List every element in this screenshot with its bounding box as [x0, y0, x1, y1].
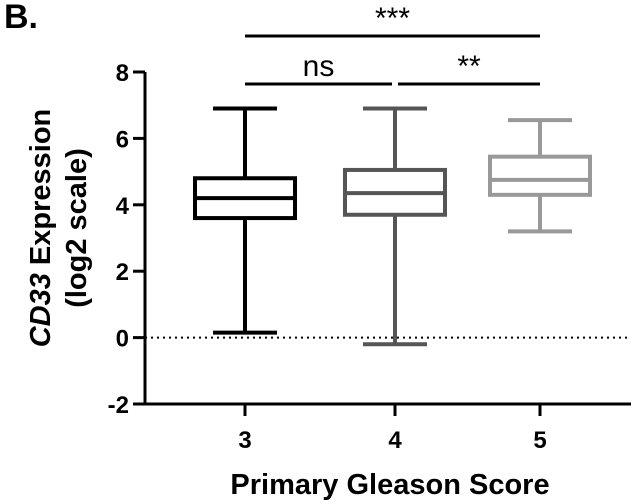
x-tick-label: 5 [533, 427, 546, 454]
panel-label: B. [4, 0, 38, 36]
y-axis-title: CD33 Expression (log2 scale) [25, 109, 93, 348]
box-group [343, 106, 447, 347]
y-axis-title-line2: (log2 scale) [61, 148, 93, 308]
y-axis-title-gene: CD33 [25, 273, 57, 347]
x-tick-label: 4 [388, 427, 402, 454]
significance-brackets: ns ***** [245, 2, 540, 86]
y-axis-title-rest: Expression [25, 109, 57, 273]
box-group [488, 118, 592, 234]
y-tick-label: 6 [116, 126, 129, 153]
y-axis-title-line1: CD33 Expression [25, 109, 57, 348]
y-tick-label: 8 [116, 60, 129, 87]
box-group [193, 106, 297, 335]
y-tick-label: 2 [116, 259, 129, 286]
boxes [193, 106, 592, 347]
y-ticks: 8 6 4 2 0 -2 [108, 60, 145, 419]
x-ticks: 3 4 5 [238, 404, 547, 454]
x-axis-title: Primary Gleason Score [230, 469, 549, 501]
iqr-box [488, 154, 592, 197]
y-tick-label: 0 [116, 326, 129, 353]
significance-label: ns [303, 50, 335, 83]
significance-label: *** [375, 2, 410, 35]
significance-label: ** [457, 50, 481, 83]
x-tick-label: 3 [238, 427, 251, 454]
y-tick-label: -2 [108, 392, 129, 419]
y-tick-label: 4 [116, 193, 130, 220]
